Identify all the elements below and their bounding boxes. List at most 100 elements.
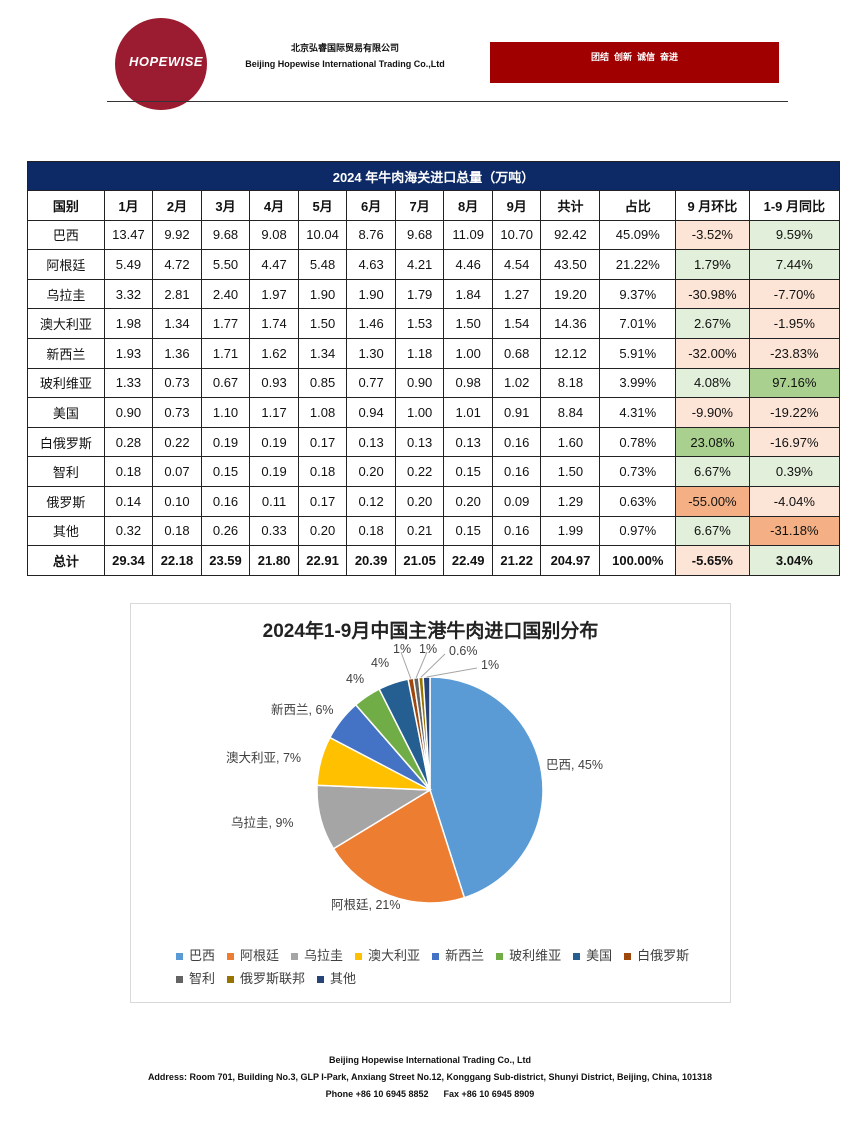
- value-cell: 0.16: [491, 515, 542, 547]
- leader-line: [415, 651, 428, 679]
- value-cell: 9.37%: [599, 278, 677, 310]
- value-cell: 0.18: [152, 515, 202, 547]
- value-cell: 4.47: [249, 249, 299, 280]
- value-cell: 23.08%: [675, 426, 750, 458]
- value-cell: 1.10: [200, 397, 251, 428]
- value-cell: 45.09%: [599, 219, 677, 251]
- value-cell: 9.92: [152, 219, 202, 251]
- data-label: 阿根廷, 21%: [331, 898, 401, 912]
- value-cell: 5.50: [200, 249, 251, 280]
- value-cell: 0.78%: [599, 426, 677, 458]
- value-cell: 1.77: [200, 308, 251, 339]
- value-cell: 7.44%: [748, 249, 841, 280]
- value-cell: 0.15: [443, 456, 493, 487]
- value-cell: 1.98: [103, 308, 154, 339]
- legend-label: 智利: [189, 971, 216, 986]
- header-divider: [107, 101, 788, 102]
- value-cell: 0.19: [249, 426, 299, 458]
- value-cell: 1.97: [249, 278, 299, 310]
- data-label: 1%: [481, 658, 500, 672]
- table-row: 俄罗斯 0.14 0.10 0.16 0.11 0.17 0.12 0.20 0.20 0.09 1…: [27, 485, 841, 517]
- data-label: 新西兰, 6%: [271, 703, 334, 717]
- value-cell: 1.84: [443, 278, 493, 310]
- value-cell: 0.15: [200, 456, 251, 487]
- value-cell: 0.32: [103, 515, 154, 547]
- value-cell: 1.50: [297, 308, 348, 339]
- value-cell: 23.59: [200, 545, 251, 576]
- value-cell: 1.00: [394, 397, 445, 428]
- value-cell: 2.40: [200, 278, 251, 310]
- legend-label: 其他: [330, 971, 357, 986]
- legend-swatch: [227, 976, 235, 984]
- legend-item: 巴西: [176, 944, 215, 967]
- import-table: 2024 年牛肉海关进口总量（万吨） 国别 1月 2月 3月 4月 5月 6月 7月 8月 9月 共计…: [27, 161, 841, 576]
- legend-item: 智利: [176, 967, 215, 990]
- footer-contact: Phone +86 10 6945 8852 Fax +86 10 6945 8…: [325, 1089, 535, 1099]
- value-cell: 9.08: [249, 219, 299, 251]
- table-row: 巴西 13.47 9.92 9.68 9.08 10.04 8.76 9.68 11.09 10.…: [27, 219, 841, 251]
- value-cell: 1.27: [491, 278, 542, 310]
- value-cell: 1.34: [152, 308, 202, 339]
- value-cell: 1.08: [297, 397, 348, 428]
- value-cell: 21.80: [249, 545, 299, 576]
- value-cell: 0.20: [346, 456, 396, 487]
- value-cell: 1.29: [540, 485, 601, 517]
- company-name: 北京弘睿国际贸易有限公司 Beijing Hopewise Internatio…: [225, 40, 465, 72]
- leader-line: [420, 653, 446, 678]
- value-cell: 0.19: [249, 456, 299, 487]
- value-cell: 0.94: [346, 397, 396, 428]
- legend-swatch: [317, 976, 325, 984]
- table-row: 乌拉圭 3.32 2.81 2.40 1.97 1.90 1.90 1.79 1.84 1.27 1…: [27, 278, 841, 310]
- value-cell: -4.04%: [748, 485, 841, 517]
- value-cell: 1.33: [103, 367, 154, 399]
- data-label: 4%: [346, 672, 365, 686]
- value-cell: -19.22%: [748, 397, 841, 428]
- value-cell: 0.15: [443, 515, 493, 547]
- column-header: 9月: [491, 190, 542, 221]
- value-cell: 1.74: [249, 308, 299, 339]
- footer-address: Address: Room 701, Building No.3, GLP I-…: [147, 1072, 713, 1082]
- value-cell: 0.20: [297, 515, 348, 547]
- value-cell: 0.26: [200, 515, 251, 547]
- value-cell: 0.33: [249, 515, 299, 547]
- column-header: 5月: [297, 190, 348, 221]
- legend-swatch: [432, 953, 440, 961]
- footer: Beijing Hopewise International Trading C…: [0, 1052, 860, 1103]
- leader-line: [400, 651, 412, 679]
- value-cell: -9.90%: [675, 397, 750, 428]
- value-cell: 0.98: [443, 367, 493, 399]
- value-cell: 11.09: [443, 219, 493, 251]
- value-cell: 0.07: [152, 456, 202, 487]
- value-cell: 1.17: [249, 397, 299, 428]
- value-cell: 0.09: [491, 485, 542, 517]
- value-cell: 0.73: [152, 367, 202, 399]
- value-cell: 8.76: [346, 219, 396, 251]
- slogan-banner: 团结 创新 诚信 奋进: [490, 42, 779, 83]
- value-cell: 4.31%: [599, 397, 677, 428]
- country-cell: 美国: [27, 397, 105, 428]
- value-cell: 0.20: [443, 485, 493, 517]
- value-cell: -31.18%: [748, 515, 841, 547]
- value-cell: 100.00%: [599, 545, 677, 576]
- logo-text: HOPEWISE: [129, 54, 204, 69]
- legend-swatch: [176, 953, 183, 961]
- legend-swatch: [227, 953, 235, 961]
- value-cell: 3.32: [103, 278, 154, 310]
- value-cell: 0.77: [346, 367, 396, 399]
- value-cell: 21.05: [394, 545, 445, 576]
- company-logo: HOPEWISE: [115, 18, 207, 110]
- legend-label: 白俄罗斯: [637, 948, 690, 963]
- value-cell: 0.85: [297, 367, 348, 399]
- legend-label: 澳大利亚: [368, 948, 421, 963]
- table-row: 智利 0.18 0.07 0.15 0.19 0.18 0.20 0.22 0.15 0.16 1.…: [27, 456, 841, 487]
- pie-chart: 2024年1-9月中国主港牛肉进口国别分布 巴西, 45% 阿根廷, 21% 乌拉圭…: [130, 603, 731, 1003]
- company-name-cn: 北京弘睿国际贸易有限公司: [290, 43, 399, 53]
- value-cell: 0.12: [346, 485, 396, 517]
- value-cell: 0.90: [103, 397, 154, 428]
- legend-item: 乌拉圭: [291, 944, 343, 967]
- value-cell: 9.59%: [748, 219, 841, 251]
- value-cell: 9.68: [394, 219, 445, 251]
- value-cell: 0.17: [297, 485, 348, 517]
- value-cell: 1.50: [540, 456, 601, 487]
